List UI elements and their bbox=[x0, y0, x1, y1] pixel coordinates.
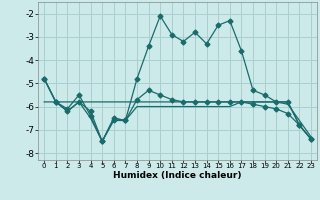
X-axis label: Humidex (Indice chaleur): Humidex (Indice chaleur) bbox=[113, 171, 242, 180]
